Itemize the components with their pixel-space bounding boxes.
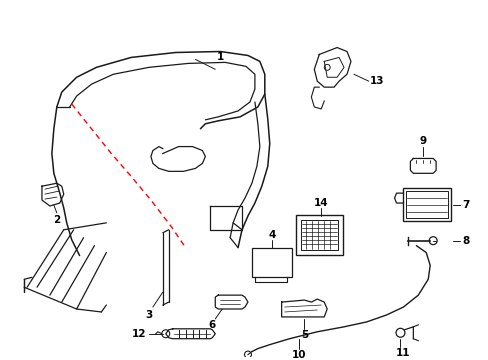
Text: 12: 12	[131, 329, 146, 339]
Text: 2: 2	[53, 215, 61, 225]
Text: 4: 4	[267, 230, 275, 240]
Text: 5: 5	[300, 330, 307, 340]
Text: 1: 1	[216, 53, 224, 62]
Text: 11: 11	[395, 347, 410, 357]
Text: 9: 9	[419, 136, 426, 146]
Text: 3: 3	[145, 310, 152, 320]
Text: 7: 7	[461, 200, 468, 210]
Text: 14: 14	[313, 198, 328, 208]
Text: 8: 8	[461, 236, 468, 246]
Text: 10: 10	[292, 350, 306, 360]
Text: 13: 13	[369, 76, 383, 86]
Text: 6: 6	[208, 320, 216, 330]
